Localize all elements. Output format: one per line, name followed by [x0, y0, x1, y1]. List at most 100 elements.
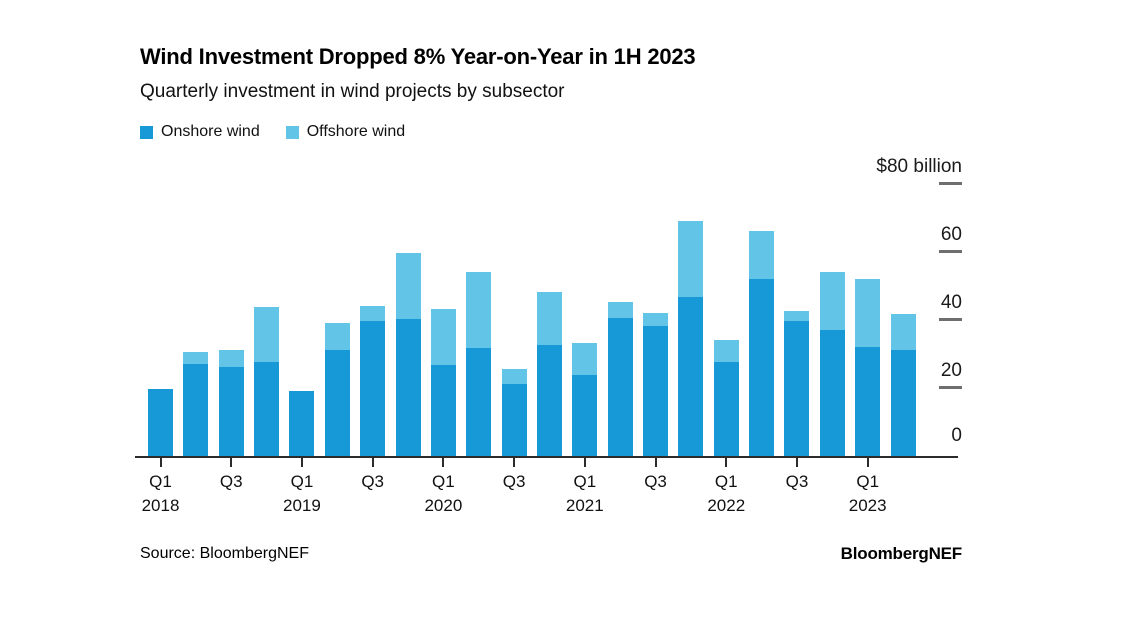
bar-segment-offshore	[218, 349, 244, 367]
bar-segment-onshore	[148, 389, 173, 457]
x-axis-tick	[795, 458, 798, 467]
bar-segment-onshore	[395, 319, 421, 457]
bar-segment-offshore	[466, 271, 492, 349]
bar-q2-2023	[890, 314, 916, 457]
bar-q4-2018	[254, 307, 280, 457]
x-axis-quarter-label: Q3	[502, 472, 526, 491]
bar-segment-onshore	[643, 326, 669, 457]
bar-segment-offshore	[713, 339, 739, 362]
bar-segment-offshore	[749, 230, 775, 279]
bar-q1-2023	[855, 278, 881, 457]
bar-segment-offshore	[784, 310, 810, 321]
y-axis-label-0: 0	[951, 425, 962, 446]
bar-q4-2019	[395, 253, 421, 457]
bar-q2-2018	[183, 351, 209, 457]
x-axis-quarter-label: Q3	[644, 472, 667, 491]
bar-q2-2022	[749, 230, 775, 457]
x-axis-year-label: 2022	[707, 496, 746, 515]
legend-swatch-icon	[140, 125, 153, 139]
source-note: Source: BloombergNEF	[140, 545, 309, 562]
x-axis-quarter-label: Q1	[149, 472, 172, 491]
bar-segment-offshore	[643, 312, 669, 327]
x-axis-tick	[230, 458, 233, 467]
x-axis-quarter-label: Q3	[361, 472, 384, 491]
bar-q4-2022	[819, 271, 845, 457]
legend-label: Onshore wind	[161, 123, 260, 140]
x-axis-quarter-label: Q3	[785, 472, 809, 491]
y-axis-tick-dash-40	[939, 318, 962, 321]
x-axis-tick	[654, 458, 657, 467]
bar-segment-offshore	[819, 271, 845, 330]
bar-q1-2018	[148, 389, 173, 457]
bar-q3-2018	[218, 349, 244, 457]
bar-q2-2021	[607, 302, 633, 457]
y-axis-tick-dash-20	[939, 386, 962, 389]
bar-q2-2019	[324, 322, 350, 457]
bar-segment-onshore	[607, 317, 633, 457]
bar-segment-offshore	[536, 292, 562, 345]
x-axis-quarter-label: Q1	[573, 472, 597, 491]
bar-q1-2021	[572, 343, 598, 457]
bar-segment-offshore	[855, 278, 881, 347]
bar-q2-2020	[466, 271, 492, 457]
x-axis-quarter-label: Q1	[290, 472, 314, 491]
bar-segment-onshore	[855, 346, 881, 457]
bar-q1-2019	[289, 390, 315, 457]
x-axis-line	[135, 456, 958, 458]
bar-segment-onshore	[430, 365, 456, 457]
x-axis-year-label: 2018	[141, 496, 180, 515]
bar-segment-onshore	[749, 278, 775, 457]
y-axis-label-40: 40	[940, 292, 962, 313]
bar-segment-onshore	[183, 363, 209, 457]
bar-segment-onshore	[678, 297, 704, 457]
bar-segment-onshore	[890, 349, 916, 457]
bar-segment-offshore	[324, 322, 350, 350]
bar-segment-onshore	[819, 329, 845, 457]
bar-segment-offshore	[890, 314, 916, 350]
x-axis-year-label: 2021	[565, 496, 604, 515]
bar-q3-2021	[643, 312, 669, 457]
bar-q3-2020	[501, 368, 527, 457]
x-axis-tick	[866, 458, 869, 467]
bar-segment-onshore	[218, 366, 244, 457]
x-axis-tick	[442, 458, 445, 467]
bar-segment-offshore	[678, 220, 704, 298]
x-axis-tick	[300, 458, 303, 467]
bar-segment-onshore	[784, 321, 810, 457]
legend-swatch-icon	[285, 125, 299, 139]
bar-q1-2022	[713, 339, 739, 457]
bar-segment-onshore	[572, 375, 598, 457]
bar-q4-2020	[536, 292, 562, 457]
bar-segment-onshore	[466, 348, 492, 457]
x-axis-quarter-label: Q1	[432, 472, 455, 491]
bar-segment-onshore	[360, 321, 386, 457]
bar-segment-offshore	[430, 309, 456, 366]
bar-segment-offshore	[254, 307, 280, 362]
x-axis-year-label: 2023	[848, 496, 887, 515]
legend-label: Offshore wind	[306, 123, 406, 140]
y-axis-tick-dash-60	[939, 250, 962, 253]
chart-subtitle: Quarterly investment in wind projects by…	[140, 81, 565, 102]
y-axis-label-20: 20	[940, 360, 962, 381]
bar-segment-onshore	[324, 349, 350, 457]
bar-segment-onshore	[713, 361, 739, 457]
legend-item-offshore-wind: Offshore wind	[285, 123, 406, 141]
legend-item-onshore-wind: Onshore wind	[140, 123, 260, 141]
bar-q4-2021	[678, 220, 704, 457]
x-axis-quarter-label: Q1	[714, 472, 738, 491]
x-axis-quarter-label: Q1	[856, 472, 880, 491]
bar-q1-2020	[430, 309, 456, 457]
bar-segment-offshore	[501, 368, 527, 384]
bar-segment-offshore	[607, 302, 633, 318]
bar-segment-offshore	[183, 351, 209, 364]
bar-segment-onshore	[501, 383, 527, 457]
bar-segment-onshore	[289, 390, 315, 457]
x-axis-quarter-label: Q3	[219, 472, 243, 491]
bar-segment-onshore	[536, 344, 562, 457]
bar-segment-onshore	[254, 361, 280, 457]
y-axis-tick-dash-80	[939, 182, 962, 185]
x-axis-year-label: 2020	[424, 496, 463, 515]
chart-legend: Onshore wind Offshore wind	[140, 123, 405, 141]
y-axis-label-60: 60	[940, 224, 962, 245]
